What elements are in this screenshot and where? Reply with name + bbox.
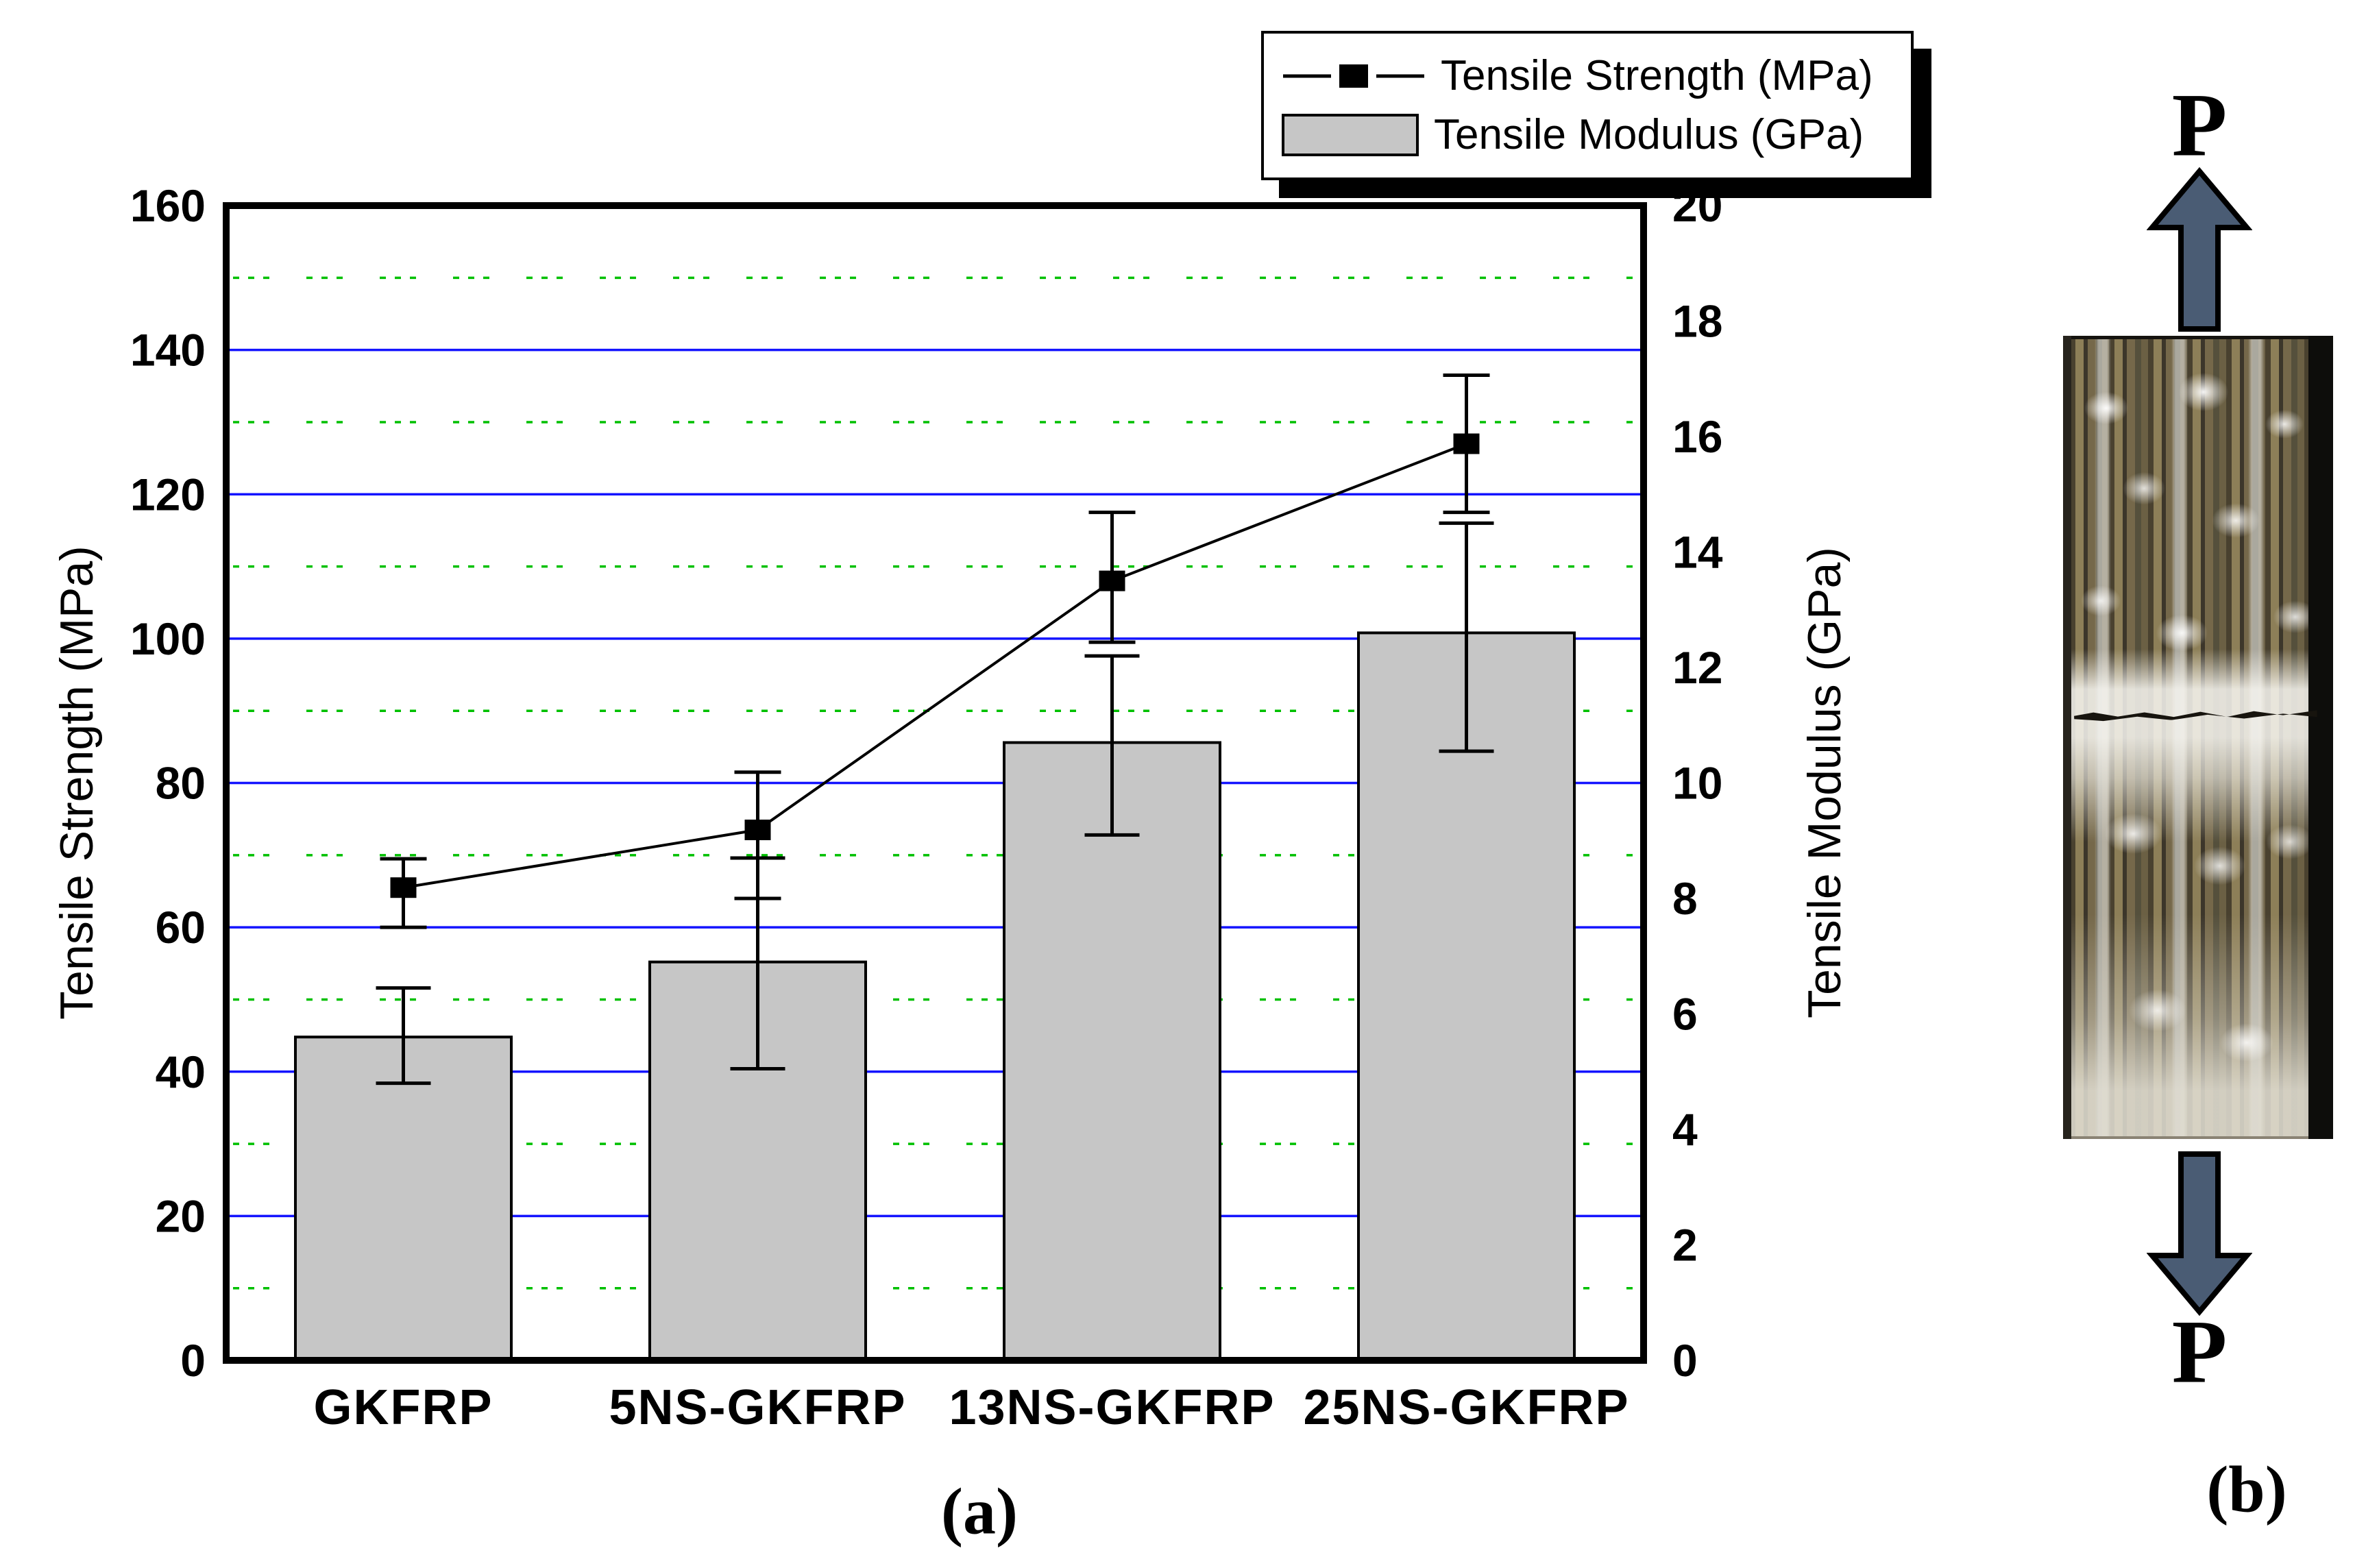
right-tick-label: 8 — [1672, 873, 1698, 924]
strength-marker — [1453, 433, 1480, 454]
left-axis-title: Tensile Strength (MPa) — [51, 546, 103, 1020]
legend: Tensile Strength (MPa) Tensile Modulus (… — [1261, 31, 1914, 180]
legend-row-modulus: Tensile Modulus (GPa) — [1264, 110, 1911, 158]
line-marker-sample-icon — [1283, 64, 1424, 88]
strength-line — [403, 442, 1467, 890]
left-tick-label: 20 — [156, 1190, 206, 1241]
right-tick-label: 0 — [1672, 1335, 1698, 1386]
legend-label-modulus: Tensile Modulus (GPa) — [1434, 110, 1864, 158]
left-tick-label: 80 — [156, 758, 206, 809]
legend-label-strength: Tensile Strength (MPa) — [1441, 52, 1873, 100]
bar-GKFRP — [294, 1036, 513, 1362]
category-label: 5NS-GKFRP — [609, 1380, 906, 1435]
category-label: 13NS-GKFRP — [949, 1380, 1275, 1435]
load-label-top: P — [2171, 74, 2228, 175]
strength-marker — [744, 819, 771, 840]
left-tick-label: 60 — [156, 902, 206, 953]
left-tick-label: 160 — [130, 180, 206, 231]
left-tick-label: 140 — [130, 325, 206, 376]
right-tick-label: 6 — [1672, 989, 1698, 1040]
bar-13NS-GKFRP — [1003, 741, 1221, 1362]
right-tick-label: 16 — [1672, 411, 1722, 462]
left-tick-label: 120 — [130, 469, 206, 519]
right-tick-label: 4 — [1672, 1104, 1698, 1155]
down-arrow-icon — [2147, 1151, 2252, 1316]
up-arrow-icon — [2147, 167, 2252, 332]
category-label: 25NS-GKFRP — [1303, 1380, 1629, 1435]
plot-border — [223, 202, 1647, 1364]
legend-row-strength: Tensile Strength (MPa) — [1264, 55, 1911, 97]
right-tick-label: 18 — [1672, 296, 1722, 347]
category-label: GKFRP — [314, 1380, 493, 1435]
right-tick-label: 14 — [1672, 527, 1723, 578]
left-tick-label: 40 — [156, 1046, 206, 1097]
caption-a: (a) — [941, 1474, 1018, 1548]
strength-marker — [1099, 570, 1125, 591]
strength-marker — [390, 877, 417, 898]
left-tick-label: 0 — [180, 1335, 206, 1386]
right-tick-label: 12 — [1672, 642, 1722, 693]
specimen-photo — [2063, 336, 2333, 1139]
modulus-swatch-icon — [1282, 113, 1419, 156]
caption-b: (b) — [2206, 1452, 2287, 1526]
load-label-bottom: P — [2171, 1301, 2228, 1402]
right-tick-label: 2 — [1672, 1220, 1698, 1271]
left-tick-label: 100 — [130, 613, 206, 664]
right-axis-title: Tensile Modulus (GPa) — [1798, 547, 1851, 1018]
bar-25NS-GKFRP — [1357, 631, 1576, 1362]
right-tick-label: 20 — [1672, 180, 1722, 231]
right-tick-label: 10 — [1672, 758, 1722, 809]
fracture-crack — [2074, 707, 2317, 722]
